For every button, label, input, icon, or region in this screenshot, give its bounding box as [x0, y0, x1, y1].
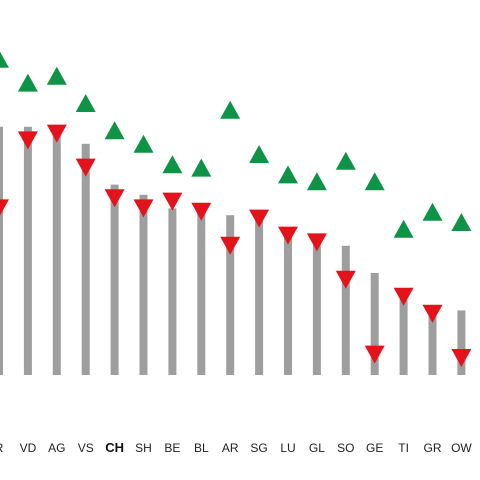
up-marker-ow	[451, 213, 472, 231]
up-marker-gr	[422, 202, 443, 221]
category-label-vd: VD	[20, 441, 37, 455]
bar-ti	[399, 290, 408, 375]
category-label-vs: VS	[78, 441, 94, 455]
up-marker-sg	[249, 145, 270, 163]
bar-bl	[197, 211, 206, 375]
bar-sh	[139, 194, 148, 375]
bar-be	[168, 208, 177, 375]
up-marker-series	[0, 51, 472, 238]
up-marker-be	[162, 155, 183, 174]
up-marker-gl	[306, 172, 327, 191]
category-labels: R VD AG VS CH SH BE BL AR SG LU GL SO GE TI GR OW	[0, 440, 472, 455]
category-label-ti: TI	[398, 441, 409, 455]
bar-lu	[284, 228, 292, 375]
bar-gl	[312, 239, 321, 375]
category-label-r: R	[0, 441, 4, 455]
category-label-sh: SH	[135, 441, 152, 455]
category-label-lu: LU	[280, 441, 295, 455]
bar-series	[0, 126, 466, 375]
bar-so	[341, 245, 350, 375]
up-marker-ch	[104, 121, 125, 140]
down-marker-ti	[393, 287, 414, 306]
category-label-be: BE	[164, 441, 180, 455]
bar-ow	[457, 310, 466, 375]
up-marker-bl	[191, 158, 212, 177]
up-marker-ar	[220, 100, 241, 119]
down-marker-sh	[133, 199, 154, 218]
bar-sg	[255, 218, 264, 375]
category-label-ch: CH	[105, 440, 124, 455]
up-marker-ti	[393, 219, 414, 238]
up-marker-sh	[133, 134, 154, 153]
category-label-ar: AR	[222, 441, 239, 455]
category-label-ag: AG	[48, 441, 65, 455]
up-marker-vd	[17, 73, 38, 92]
down-marker-be	[162, 192, 183, 211]
bar-ar	[226, 215, 235, 375]
down-marker-ge	[364, 345, 385, 364]
down-marker-sg	[249, 209, 270, 228]
category-label-gr: GR	[424, 441, 442, 455]
bar-ge	[370, 273, 379, 375]
down-marker-ch	[104, 189, 125, 208]
up-marker-so	[335, 151, 356, 170]
up-marker-ag	[46, 66, 67, 85]
bar-ag	[52, 130, 61, 375]
category-label-sg: SG	[250, 441, 267, 455]
category-label-bl: BL	[194, 441, 209, 455]
bar-gr	[428, 307, 437, 375]
down-marker-gl	[306, 233, 327, 252]
down-marker-ar	[220, 236, 241, 255]
down-marker-ow	[451, 349, 472, 367]
bar-vd	[23, 126, 32, 375]
down-marker-so	[335, 270, 356, 289]
category-label-so: SO	[337, 441, 354, 455]
category-label-ow: OW	[451, 441, 472, 455]
down-marker-bl	[191, 202, 212, 221]
bar-r	[0, 126, 3, 375]
up-marker-vs	[75, 94, 96, 112]
up-marker-ge	[364, 172, 385, 191]
up-marker-r	[0, 51, 9, 68]
down-marker-ag	[46, 124, 67, 143]
up-marker-lu	[278, 165, 298, 184]
bar-vs	[81, 143, 90, 375]
down-marker-r	[0, 199, 9, 216]
down-marker-lu	[278, 226, 298, 245]
down-marker-vs	[75, 158, 96, 177]
down-marker-series	[0, 124, 472, 367]
down-marker-gr	[422, 304, 443, 323]
category-label-ge: GE	[366, 441, 383, 455]
category-label-gl: GL	[309, 441, 325, 455]
down-marker-vd	[17, 131, 38, 150]
bar-ch	[110, 184, 119, 375]
